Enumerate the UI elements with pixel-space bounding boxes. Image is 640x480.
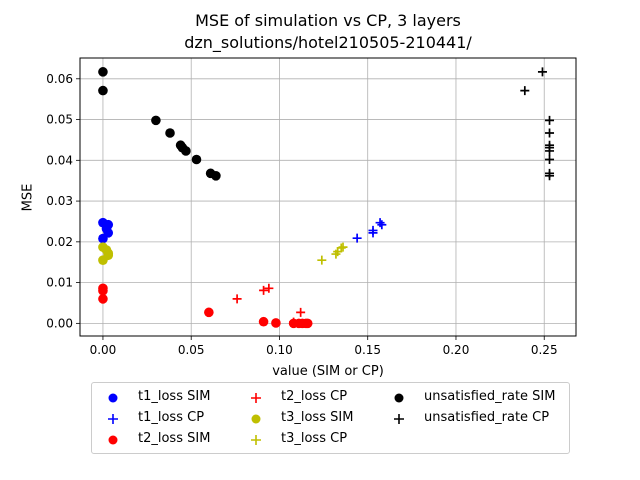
chart-subtitle: dzn_solutions/hotel210505-210441/ (184, 33, 472, 52)
axis-ticks: 0.00 0.05 0.10 0.15 0.20 0.25 0.00 0.01 0.02 0.03… (46, 72, 557, 357)
data-point (545, 115, 555, 125)
data-point (98, 294, 108, 304)
data-point (151, 115, 161, 126)
data-point (545, 171, 555, 181)
legend-label: unsatisfied_rate CP (424, 410, 550, 425)
data-point (545, 128, 555, 138)
data-point (259, 285, 269, 295)
chart-title: MSE of simulation vs CP, 3 layers (195, 11, 461, 30)
y-tick-label: 0.04 (46, 153, 73, 167)
data-point (338, 242, 348, 252)
legend-marker-circle (394, 393, 404, 403)
grid (80, 58, 576, 336)
legend-marker-plus (251, 393, 261, 403)
y-axis-label: MSE (20, 183, 36, 212)
data-point (545, 146, 555, 156)
x-axis-label: value (SIM or CP) (272, 364, 384, 379)
y-tick-label: 0.05 (46, 113, 73, 127)
x-tick-label: 0.00 (90, 343, 117, 357)
legend-label: unsatisfied_rate SIM (424, 389, 556, 404)
data-point (289, 317, 299, 327)
data-point (537, 67, 547, 77)
data-point (303, 318, 313, 328)
data-point (317, 255, 327, 265)
data-points (98, 67, 555, 329)
chart-legend: t1_loss SIM t1_loss CP t2_loss SIM t2_lo… (91, 382, 570, 454)
y-tick-label: 0.03 (46, 194, 73, 208)
y-tick-label: 0.06 (46, 72, 73, 86)
data-point (296, 307, 306, 317)
data-point (103, 228, 114, 238)
data-point (264, 283, 274, 293)
data-point (545, 154, 555, 164)
data-point (98, 255, 108, 265)
data-point (377, 220, 387, 230)
x-tick-label: 0.05 (178, 343, 205, 357)
data-point (191, 154, 202, 165)
y-tick-label: 0.01 (46, 276, 73, 290)
y-tick-label: 0.02 (46, 235, 73, 249)
data-point (211, 171, 221, 181)
x-tick-label: 0.15 (354, 343, 381, 357)
legend-label: t3_loss CP (281, 431, 348, 446)
legend-label: t1_loss CP (138, 410, 205, 425)
legend-marker-circle (108, 435, 118, 445)
data-point (258, 316, 269, 327)
data-point (520, 86, 530, 96)
legend-label: t2_loss SIM (138, 431, 211, 446)
data-point (98, 85, 108, 96)
data-point (181, 146, 191, 156)
legend-marker-plus (394, 414, 404, 424)
data-point (232, 294, 242, 304)
data-point (98, 67, 108, 77)
plot-frame (79, 57, 577, 337)
legend-label: t2_loss CP (281, 389, 348, 404)
x-tick-label: 0.20 (443, 343, 470, 357)
data-point (352, 233, 362, 243)
legend-marker-circle (108, 393, 118, 403)
legend-marker-circle (251, 414, 261, 424)
x-tick-label: 0.25 (531, 343, 558, 357)
data-point (98, 285, 108, 296)
y-tick-label: 0.00 (46, 316, 73, 330)
data-point (204, 307, 214, 318)
legend-marker-plus (108, 414, 118, 424)
legend-marker-plus (251, 435, 261, 445)
data-point (165, 128, 175, 138)
data-point (375, 218, 385, 228)
data-point (368, 228, 378, 238)
data-point (271, 318, 281, 328)
legend-label: t1_loss SIM (138, 389, 211, 404)
legend-label: t3_loss SIM (281, 410, 354, 425)
x-tick-label: 0.10 (266, 343, 293, 357)
